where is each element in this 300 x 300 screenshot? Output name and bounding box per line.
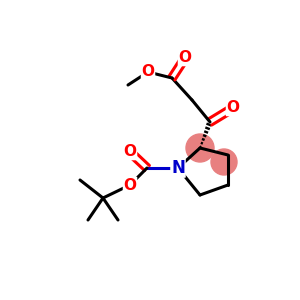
Text: O: O [178,50,191,65]
Text: O: O [124,145,136,160]
Circle shape [211,149,237,175]
Text: O: O [124,178,136,193]
Text: O: O [226,100,239,116]
Text: N: N [171,159,185,177]
Circle shape [186,134,214,162]
Text: O: O [142,64,154,80]
